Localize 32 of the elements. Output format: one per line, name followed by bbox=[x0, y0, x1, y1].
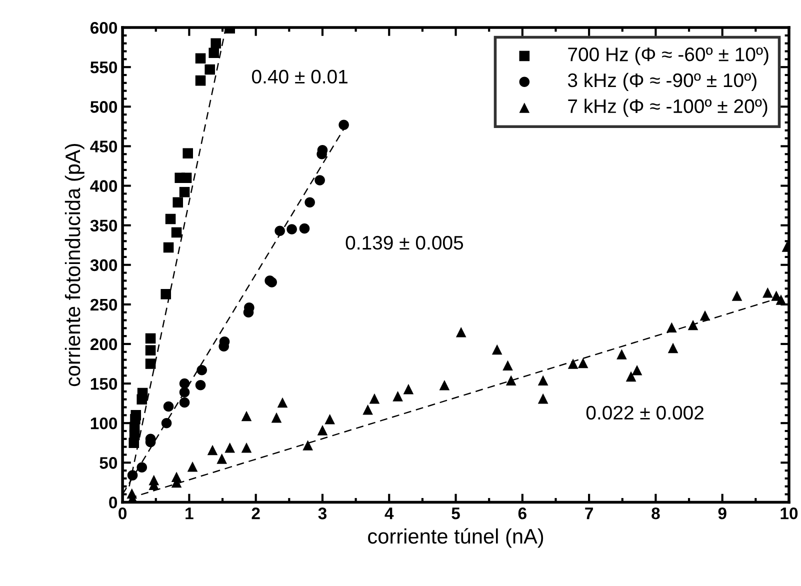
x-tick-label: 1 bbox=[186, 508, 194, 520]
y-tick-label: 400 bbox=[90, 180, 118, 192]
x-tick-label: 9 bbox=[718, 508, 726, 520]
annotation: 0.139 ± 0.005 bbox=[346, 236, 464, 250]
x-axis-title: corriente túnel (nA) bbox=[368, 528, 544, 548]
y-tick-label: 350 bbox=[90, 220, 118, 232]
x-tick-label: 4 bbox=[384, 508, 394, 520]
y-tick-label: 500 bbox=[90, 101, 118, 113]
y-tick-label: 200 bbox=[90, 338, 118, 350]
legend-label: 3 kHz (Φ ≈ -90º ± 10º) bbox=[568, 72, 756, 92]
x-tick-label: 5 bbox=[452, 508, 460, 520]
x-tick-label: 6 bbox=[518, 508, 526, 520]
legend-label: 7 kHz (Φ ≈ -100º ± 20º) bbox=[568, 98, 768, 117]
y-tick-label: 450 bbox=[90, 140, 118, 152]
x-tick-label: 3 bbox=[318, 508, 327, 520]
annotation: 0.022 ± 0.002 bbox=[586, 406, 704, 420]
x-tick-label: 0 bbox=[118, 508, 127, 520]
x-tick-label: 8 bbox=[652, 508, 660, 520]
y-tick-label: 0 bbox=[109, 496, 118, 508]
annotation: 0.40 ± 0.01 bbox=[252, 70, 348, 84]
y-tick-label: 300 bbox=[90, 259, 118, 272]
y-tick-label: 100 bbox=[90, 417, 118, 430]
y-tick-label: 250 bbox=[90, 298, 118, 311]
y-tick-label: 600 bbox=[90, 22, 118, 34]
y-axis-title: corriente fotoinducida (pA) bbox=[64, 144, 84, 386]
legend-label: 700 Hz (Φ ≈ -60º ± 10º) bbox=[568, 46, 768, 66]
y-tick-label: 50 bbox=[100, 457, 118, 469]
y-tick-label: 150 bbox=[90, 378, 118, 390]
y-tick-label: 550 bbox=[90, 62, 118, 74]
x-tick-label: 7 bbox=[585, 508, 593, 520]
x-tick-label: 2 bbox=[252, 508, 260, 520]
x-tick-label: 10 bbox=[780, 508, 798, 520]
